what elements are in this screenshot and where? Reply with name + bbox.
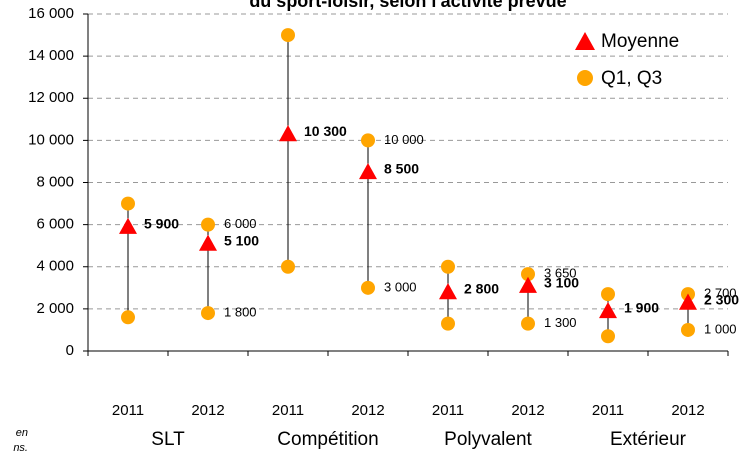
quartile-marker: [441, 259, 455, 274]
mean-marker: [439, 283, 457, 300]
quartile-label: 3 000: [384, 279, 417, 294]
x-tick-label: 2012: [351, 402, 384, 419]
x-tick-label: 2012: [191, 402, 224, 419]
y-tick-label: 2 000: [36, 300, 74, 317]
y-tick-label: 8 000: [36, 173, 74, 190]
quartile-marker: [361, 280, 375, 295]
group-label: Polyvalent: [444, 429, 532, 450]
mean-label: 8 500: [384, 161, 419, 177]
chart-title: du sport-loisir, selon l'activité prévue: [249, 0, 566, 11]
quartile-marker: [521, 316, 535, 331]
quartile-marker: [281, 259, 295, 274]
x-tick-label: 2012: [511, 402, 544, 419]
y-tick-label: 4 000: [36, 258, 74, 275]
mean-marker: [279, 125, 297, 142]
x-tick-label: 2011: [432, 402, 464, 419]
mean-marker: [199, 234, 217, 251]
footnote: ns.: [13, 442, 28, 454]
mean-label: 5 100: [224, 232, 259, 248]
quartile-marker: [601, 287, 615, 302]
legend-marker: [575, 32, 595, 50]
quartile-marker: [361, 133, 375, 148]
legend-label: Moyenne: [601, 31, 679, 52]
y-tick-label: 12 000: [28, 89, 74, 106]
group-label: SLT: [151, 429, 185, 450]
quartile-marker: [681, 322, 695, 337]
quartile-marker: [601, 329, 615, 344]
mean-marker: [679, 293, 697, 310]
group-label: Extérieur: [610, 429, 687, 450]
mean-label: 2 800: [464, 281, 499, 297]
quartile-label: 10 000: [384, 132, 424, 147]
mean-label: 1 900: [624, 300, 659, 316]
y-tick-label: 16 000: [28, 5, 74, 22]
legend-marker: [577, 70, 593, 86]
mean-label: 3 100: [544, 274, 579, 290]
quartile-marker: [441, 316, 455, 331]
x-tick-label: 2012: [671, 402, 704, 419]
quartile-label: 1 800: [224, 305, 257, 320]
mean-marker: [359, 162, 377, 180]
mean-label: 5 900: [144, 215, 179, 231]
y-tick-label: 6 000: [36, 216, 74, 233]
x-tick-label: 2011: [592, 402, 624, 419]
quartile-label: 1 000: [704, 321, 737, 336]
quartile-marker: [121, 310, 135, 325]
quartile-marker: [281, 28, 295, 43]
mean-marker: [519, 276, 537, 293]
mean-label: 2 300: [704, 291, 739, 307]
quartile-label: 6 000: [224, 216, 257, 231]
mean-label: 10 300: [304, 123, 347, 139]
quartile-marker: [201, 306, 215, 321]
y-tick-label: 14 000: [28, 47, 74, 64]
quartile-marker: [521, 267, 535, 282]
quartile-marker: [121, 196, 135, 211]
quartile-label: 1 300: [544, 315, 577, 330]
mean-marker: [119, 217, 137, 234]
y-tick-label: 0: [66, 342, 74, 359]
mean-marker: [599, 301, 617, 319]
quartile-label: 2 700: [704, 286, 737, 301]
footnote: en: [16, 427, 28, 439]
x-tick-label: 2011: [112, 402, 144, 419]
group-label: Compétition: [277, 429, 378, 450]
quartile-marker: [201, 217, 215, 232]
quartile-label: 3 650: [544, 266, 577, 281]
legend-label: Q1, Q3: [601, 68, 662, 89]
x-tick-label: 2011: [272, 402, 304, 419]
y-tick-label: 10 000: [28, 131, 74, 148]
